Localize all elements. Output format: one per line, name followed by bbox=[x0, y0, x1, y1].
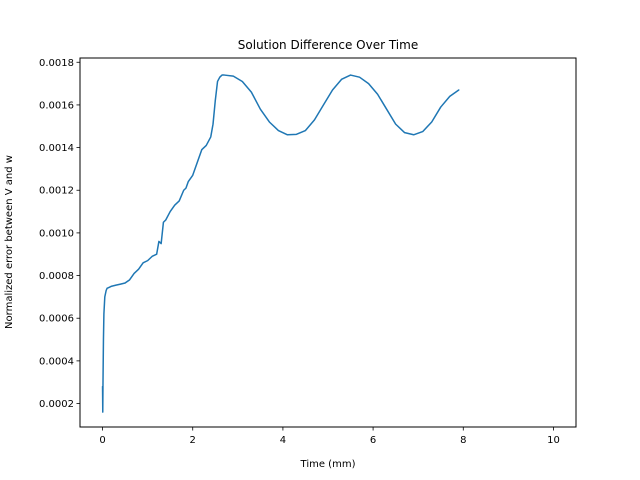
chart-title: Solution Difference Over Time bbox=[238, 38, 418, 52]
y-tick-label: 0.0004 bbox=[39, 356, 74, 367]
plot-area bbox=[101, 74, 460, 413]
x-tick-label: 8 bbox=[460, 435, 466, 446]
y-tick-label: 0.0012 bbox=[39, 186, 74, 197]
y-tick-label: 0.0002 bbox=[39, 399, 74, 410]
x-tick-label: 6 bbox=[370, 435, 376, 446]
x-tick-label: 4 bbox=[280, 435, 286, 446]
x-tick-label: 2 bbox=[190, 435, 196, 446]
y-axis: 0.0002 0.0004 0.0006 0.0008 0.0010 0.0012 0.00… bbox=[39, 58, 80, 410]
axes-frame bbox=[79, 57, 577, 428]
y-tick-label: 0.0018 bbox=[39, 58, 74, 69]
y-tick-label: 0.0010 bbox=[39, 228, 74, 239]
x-axis: 0 2 4 6 8 10 bbox=[99, 427, 560, 446]
y-tick-label: 0.0006 bbox=[39, 314, 74, 325]
x-tick-label: 10 bbox=[547, 435, 560, 446]
x-axis-label: Time (mm) bbox=[300, 459, 356, 470]
series-line-error bbox=[101, 74, 460, 413]
y-tick-label: 0.0016 bbox=[39, 100, 74, 111]
y-tick-label: 0.0008 bbox=[39, 271, 74, 282]
y-tick-label: 0.0014 bbox=[39, 143, 74, 154]
y-axis-label: Normalized error between V and w bbox=[4, 155, 15, 329]
x-tick-label: 0 bbox=[99, 435, 105, 446]
